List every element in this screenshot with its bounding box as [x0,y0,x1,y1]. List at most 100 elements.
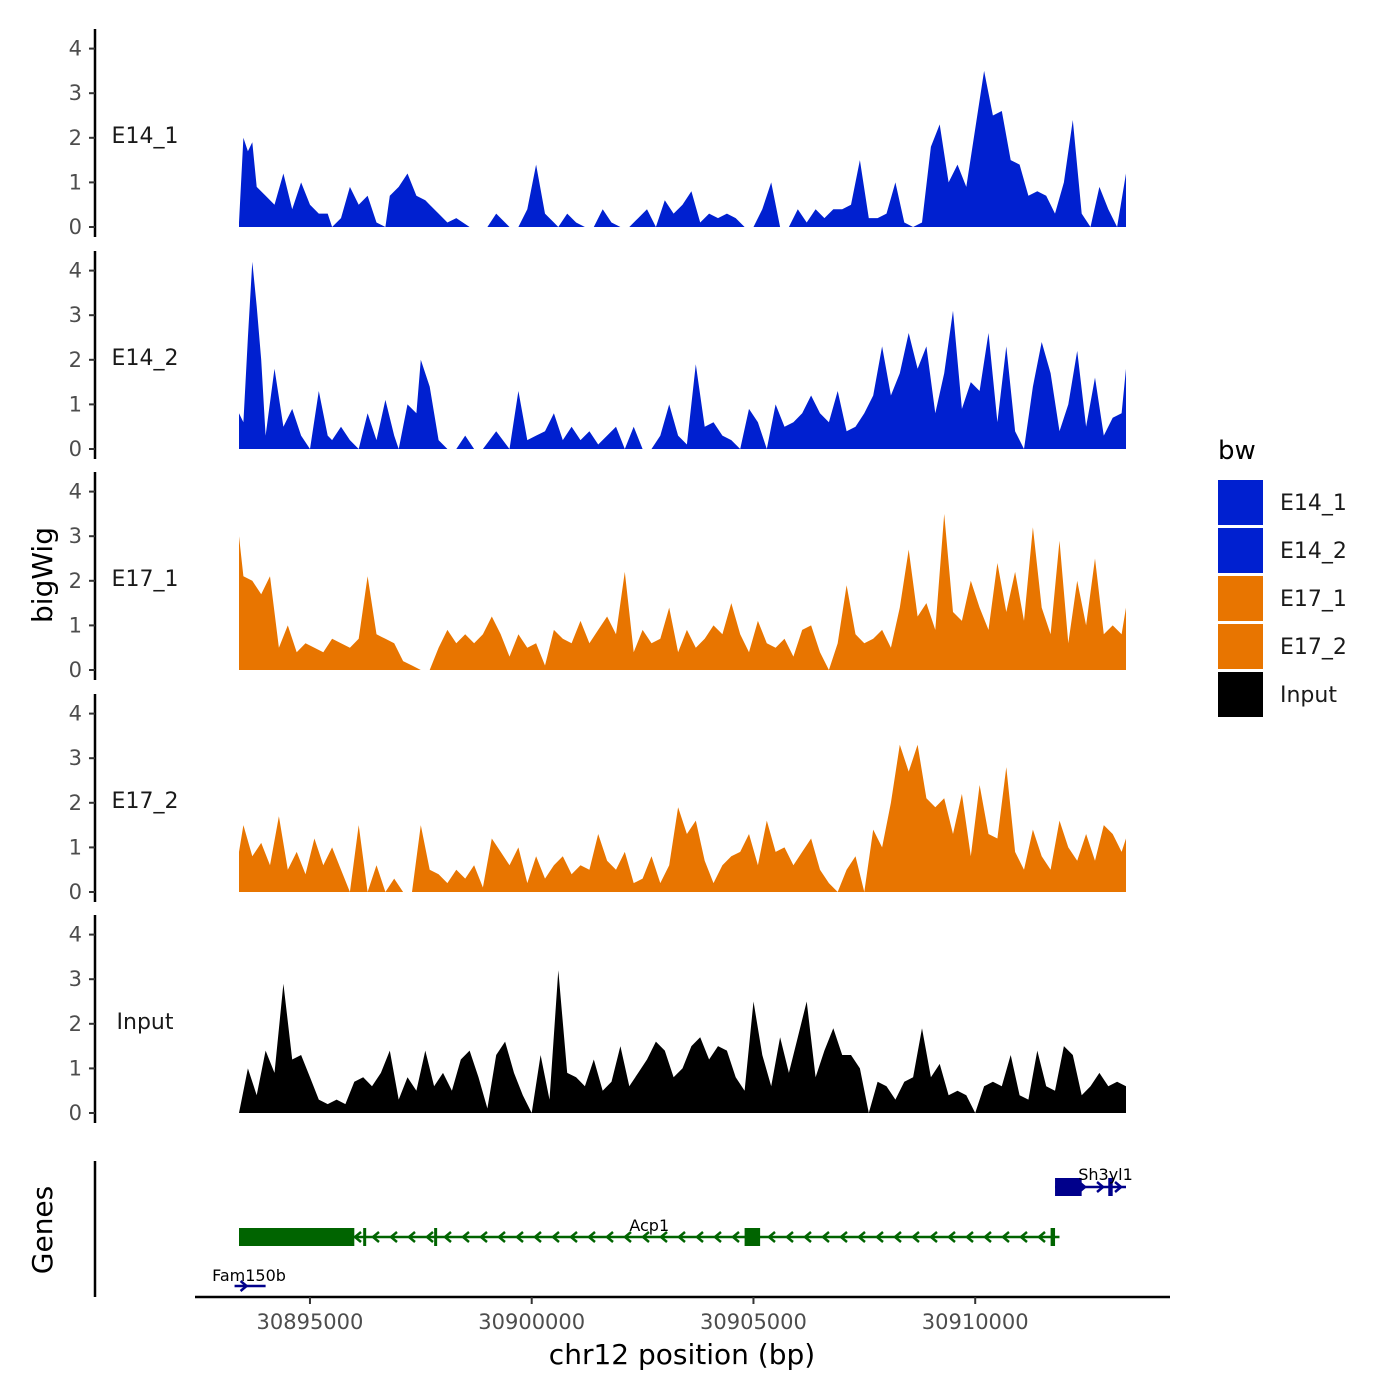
strand-arrow [515,1231,524,1243]
y-tick-label: 3 [69,967,82,991]
y-tick-label: 2 [69,1012,82,1036]
exon [1108,1178,1113,1196]
y-tick-label: 1 [69,1056,82,1080]
coverage-area-E14_2 [239,261,1126,449]
strand-arrow [371,1231,380,1243]
y-tick-label: 0 [69,437,82,461]
strand-arrow [461,1231,470,1243]
track-label: E14_1 [112,124,179,149]
y-tick-label: 1 [69,170,82,194]
y-tick-label: 2 [69,126,82,150]
track-E14_1: 0 1 2 3 4 E14_1 [69,29,1126,239]
strand-arrow [839,1231,848,1243]
strand-arrow [965,1231,974,1243]
y-tick-label: 4 [69,923,82,947]
y-tick-label: 0 [69,658,82,682]
track-label: E17_1 [112,567,179,592]
x-tick-label: 30910000 [922,1310,1029,1334]
strand-arrow [929,1231,938,1243]
track-label: E14_2 [112,346,179,371]
gene-label: Fam150b [212,1266,286,1285]
track-E17_2: 0 1 2 3 4 E17_2 [69,694,1126,904]
track-Input: 0 1 2 3 4 Input [69,915,1126,1125]
strand-arrow [785,1231,794,1243]
genes-panel: Sh3yl1 Acp1 Fam150b [93,1161,1133,1297]
strand-arrow [677,1231,686,1243]
legend-label: Input [1280,683,1337,708]
legend-swatch [1218,528,1263,573]
strand-arrow [947,1231,956,1243]
gene-label: Acp1 [629,1216,669,1235]
y-tick-label: 2 [69,791,82,815]
y-tick-label: 4 [69,702,82,726]
strand-arrow [1096,1181,1105,1193]
strand-arrow [731,1231,740,1243]
track-label: E17_2 [112,789,179,814]
legend-label: E14_2 [1280,539,1347,564]
y-tick-label: 3 [69,524,82,548]
legend-swatch [1218,480,1263,525]
y-tick-label: 3 [69,81,82,105]
y-tick-label: 4 [69,37,82,61]
genes-axis-title: Genes [26,1186,59,1274]
legend-label: E17_2 [1280,635,1347,660]
strand-arrow [353,1231,362,1243]
strand-arrow [389,1231,398,1243]
strand-arrow [983,1231,992,1243]
strand-arrow [1001,1231,1010,1243]
y-tick-label: 4 [69,480,82,504]
y-tick-label: 2 [69,569,82,593]
strand-arrow [533,1231,542,1243]
strand-arrow [497,1231,506,1243]
exon [239,1228,355,1246]
strand-arrow [1037,1231,1046,1243]
strand-arrow [767,1231,776,1243]
strand-arrow [407,1231,416,1243]
strand-arrow [641,1231,650,1243]
y-tick-label: 0 [69,1101,82,1125]
x-axis: 30895000 30900000 30905000 30910000 [195,1295,1170,1334]
strand-arrow [551,1231,560,1243]
track-E17_1: 0 1 2 3 4 E17_1 [69,472,1126,682]
strand-arrow [875,1231,884,1243]
strand-arrow [713,1231,722,1243]
exon [1055,1178,1082,1196]
gene-label: Sh3yl1 [1078,1165,1133,1184]
strand-arrow [587,1231,596,1243]
y-tick-label: 3 [69,746,82,770]
strand-arrow [659,1231,668,1243]
strand-arrow [803,1231,812,1243]
exon [1050,1228,1056,1246]
y-tick-label: 4 [69,259,82,283]
coverage-area-E17_1 [239,513,1126,670]
x-tick-label: 30895000 [257,1310,364,1334]
exon [744,1228,761,1246]
y-tick-label: 0 [69,880,82,904]
exon [434,1228,438,1246]
x-tick-label: 30905000 [700,1310,807,1334]
strand-arrow [623,1231,632,1243]
x-tick-label: 30900000 [478,1310,585,1334]
legend-swatch [1218,624,1263,669]
coverage-area-Input [239,970,1126,1113]
strand-arrow [605,1231,614,1243]
gene-Sh3yl1: Sh3yl1 [1055,1165,1133,1196]
strand-arrow [425,1231,434,1243]
y-tick-label: 1 [69,392,82,416]
strand-arrow [479,1231,488,1243]
legend: bw E14_1 E14_2 E17_1 E17_2 Input [1218,436,1347,717]
legend-label: E14_1 [1280,491,1347,516]
coverage-area-E17_2 [239,744,1126,892]
legend-swatch [1218,576,1263,621]
legend-title: bw [1218,436,1256,466]
strand-arrow [893,1231,902,1243]
y-tick-label: 3 [69,303,82,327]
y-tick-label: 0 [69,215,82,239]
strand-arrow [1114,1181,1123,1193]
strand-arrow [911,1231,920,1243]
legend-label: E17_1 [1280,587,1347,612]
strand-arrow [857,1231,866,1243]
strand-arrow [695,1231,704,1243]
y-axis-title: bigWig [26,527,59,623]
